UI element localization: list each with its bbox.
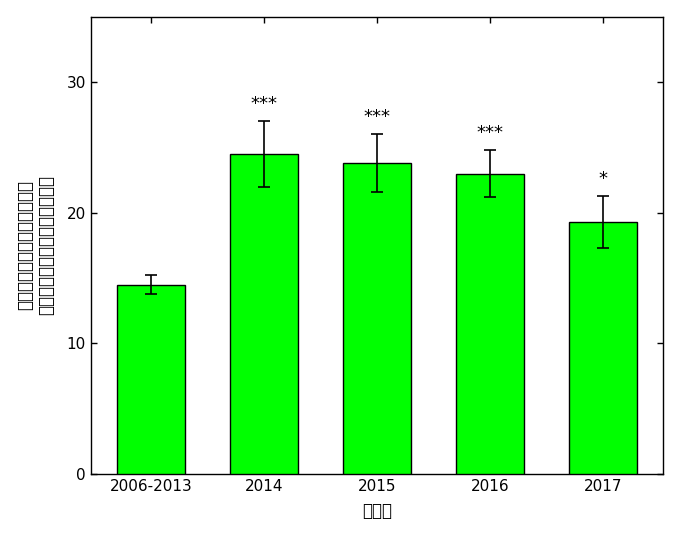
Text: ***: *** <box>477 124 504 142</box>
Bar <box>117 285 185 474</box>
Text: ***: *** <box>250 96 277 113</box>
Bar <box>456 173 524 474</box>
Bar <box>569 222 637 474</box>
Y-axis label: 森林全体の光合成量に占める
林床部の光合成量の割合（％）: 森林全体の光合成量に占める 林床部の光合成量の割合（％） <box>17 176 56 315</box>
Text: *: * <box>599 170 608 188</box>
Text: ***: *** <box>364 108 390 126</box>
X-axis label: 観測年: 観測年 <box>362 502 392 520</box>
Bar <box>230 154 298 474</box>
Bar <box>343 163 411 474</box>
